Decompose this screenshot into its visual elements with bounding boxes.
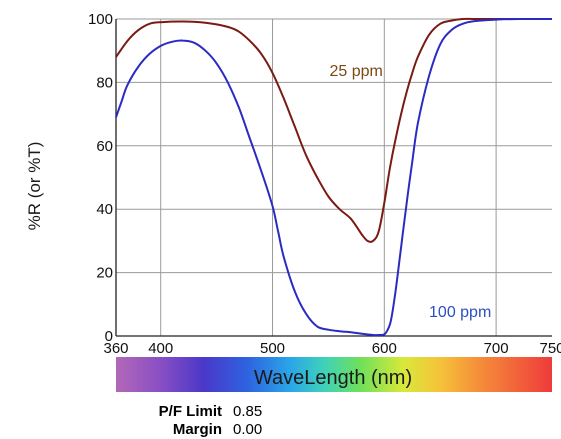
y-tick-label: 60 (96, 138, 113, 155)
y-tick-label: 40 (96, 201, 113, 218)
pf-limit-label: P/F Limit (158, 403, 222, 420)
margin-value: 0.00 (233, 421, 263, 438)
x-axis-label: WaveLength (nm) (254, 367, 412, 389)
y-tick-label: 20 (96, 265, 113, 282)
series-line-25-ppm (115, 17, 552, 243)
y-axis-label: %R (or %T) (25, 142, 44, 231)
x-tick-label: 500 (260, 340, 285, 357)
pf-info-panel: P/F Limit 0.85 Margin 0.00 (0, 401, 561, 439)
x-tick-label: 600 (372, 340, 397, 357)
series-line-100-ppm (115, 17, 553, 337)
pf-limit-value: 0.85 (233, 403, 263, 420)
y-tick-label: 0 (105, 328, 113, 345)
spectrum-bar (116, 357, 552, 392)
margin-label: Margin (172, 421, 222, 438)
series-annotation: 25 ppm (330, 63, 383, 80)
x-tick-label: 360 (103, 340, 128, 357)
series-annotation: 100 ppm (429, 304, 491, 321)
x-tick-label: 750 (539, 340, 561, 357)
x-tick-label: 400 (148, 340, 173, 357)
x-tick-label: 700 (484, 340, 509, 357)
chart-svg: 0 20 40 60 80 100 360 400 500 600 700 750 25 ppm 100 … (25, 11, 561, 392)
y-tick-label: 100 (88, 11, 113, 28)
y-tick-label: 80 (96, 74, 113, 91)
